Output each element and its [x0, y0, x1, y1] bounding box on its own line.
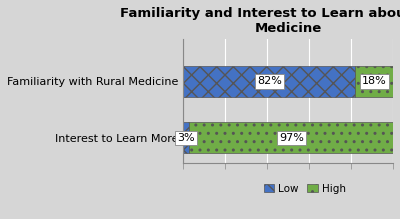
- Bar: [183, 122, 190, 153]
- Bar: [183, 66, 355, 97]
- Title: Familiarity and Interest to Learn about Rural
Medicine: Familiarity and Interest to Learn about …: [120, 7, 400, 35]
- Bar: [190, 122, 393, 153]
- Bar: [355, 66, 393, 97]
- Text: 97%: 97%: [279, 133, 304, 143]
- Text: 3%: 3%: [178, 133, 195, 143]
- Text: 82%: 82%: [257, 76, 282, 86]
- Text: 18%: 18%: [362, 76, 386, 86]
- Legend: Low, High: Low, High: [260, 180, 350, 198]
